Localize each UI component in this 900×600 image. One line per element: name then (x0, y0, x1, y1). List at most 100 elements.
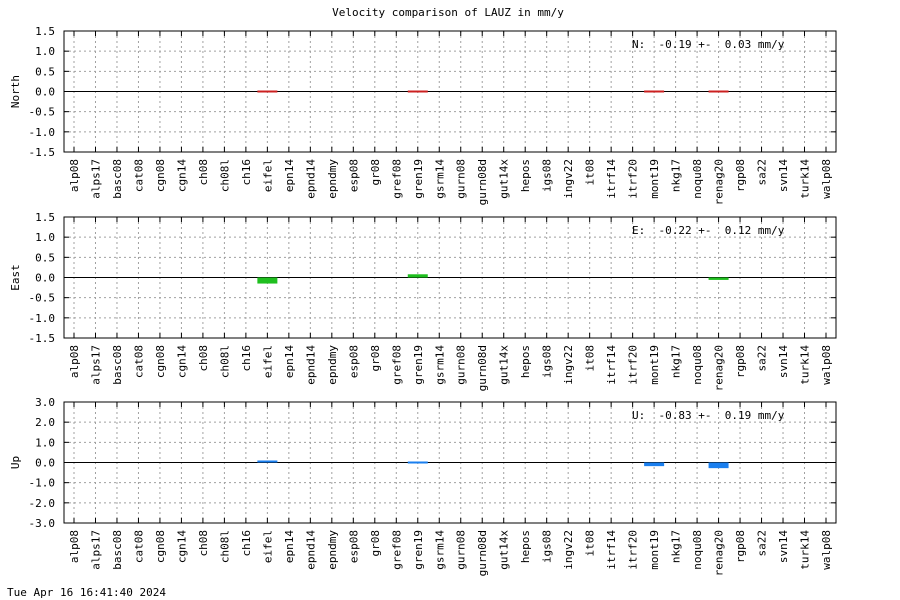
x-tick-label-walp08: walp08 (820, 345, 833, 385)
x-tick-label-gurn08: gurn08 (455, 159, 468, 199)
chart-title: Velocity comparison of LAUZ in mm/y (332, 6, 564, 19)
x-tick-label-renag20: renag20 (713, 159, 726, 205)
y-tick-label-east: -1.0 (29, 312, 56, 325)
x-tick-label-basc08: basc08 (111, 345, 124, 385)
bar-north-eifel (257, 90, 278, 93)
x-tick-label-cgn08: cgn08 (154, 159, 167, 192)
y-tick-label-north: 0.0 (35, 86, 55, 99)
stats-annotation-north: N: -0.19 +- 0.03 mm/y (632, 38, 785, 51)
x-tick-label-gren19: gren19 (412, 530, 425, 570)
x-tick-label-epnd14: epnd14 (304, 345, 317, 385)
x-tick-label-svn14: svn14 (777, 530, 790, 563)
x-tick-label-esp08: esp08 (347, 345, 360, 378)
x-tick-label-renag20: renag20 (713, 345, 726, 391)
x-tick-label-ch16: ch16 (240, 530, 253, 557)
y-tick-label-up: 2.0 (35, 416, 55, 429)
y-axis-label-north: North (9, 75, 22, 108)
x-tick-label-ch16: ch16 (240, 159, 253, 186)
x-tick-label-ch08: ch08 (197, 159, 210, 186)
x-tick-label-gut14x: gut14x (498, 159, 511, 199)
x-tick-label-itrf20: itrf20 (627, 159, 640, 199)
y-tick-label-up: 1.0 (35, 436, 55, 449)
y-tick-label-north: -0.5 (29, 106, 56, 119)
x-tick-label-sa22: sa22 (756, 159, 769, 186)
x-tick-label-noqu08: noqu08 (691, 159, 704, 199)
x-tick-label-svn14: svn14 (777, 345, 790, 378)
x-tick-label-epnd14: epnd14 (304, 530, 317, 570)
x-tick-label-gurn08: gurn08 (455, 530, 468, 570)
x-tick-label-igs08: igs08 (541, 345, 554, 378)
x-tick-label-epndmy: epndmy (326, 159, 339, 199)
x-tick-label-alps17: alps17 (89, 345, 102, 385)
x-tick-label-epn14: epn14 (283, 530, 296, 563)
x-tick-label-cgn08: cgn08 (154, 530, 167, 563)
x-tick-label-epndmy: epndmy (326, 530, 339, 570)
x-tick-label-noqu08: noqu08 (691, 345, 704, 385)
y-axis-label-up: Up (9, 456, 22, 469)
x-tick-label-eifel: eifel (261, 345, 274, 378)
x-tick-label-gren19: gren19 (412, 345, 425, 385)
stats-annotation-up: U: -0.83 +- 0.19 mm/y (632, 409, 785, 422)
y-tick-label-north: -1.0 (29, 126, 56, 139)
x-tick-label-rgp08: rgp08 (734, 345, 747, 378)
x-tick-label-alp08: alp08 (68, 159, 81, 192)
y-tick-label-north: -1.5 (29, 146, 56, 159)
y-tick-label-east: 1.0 (35, 231, 55, 244)
x-tick-label-gsrm14: gsrm14 (433, 159, 446, 199)
x-tick-label-ch08l: ch08l (218, 345, 231, 378)
x-tick-label-gsrm14: gsrm14 (433, 530, 446, 570)
x-tick-label-gut14x: gut14x (498, 345, 511, 385)
x-tick-label-itrf20: itrf20 (627, 530, 640, 570)
x-tick-label-esp08: esp08 (347, 530, 360, 563)
x-tick-label-hepos: hepos (519, 530, 532, 563)
x-tick-label-gut14x: gut14x (498, 530, 511, 570)
x-tick-label-ch08: ch08 (197, 530, 210, 557)
x-tick-label-eifel: eifel (261, 159, 274, 192)
y-tick-label-north: 1.0 (35, 45, 55, 58)
x-tick-label-mont19: mont19 (648, 159, 661, 199)
plot-frame-up (63, 401, 837, 524)
bar-up-gren19 (407, 461, 428, 464)
x-tick-label-basc08: basc08 (111, 159, 124, 199)
y-tick-label-north: 1.5 (35, 25, 55, 38)
bar-north-mont19 (644, 90, 665, 93)
x-tick-label-it08: it08 (584, 530, 597, 557)
x-tick-label-gren19: gren19 (412, 159, 425, 199)
x-tick-label-turk14: turk14 (799, 159, 812, 199)
x-tick-label-igs08: igs08 (541, 530, 554, 563)
x-tick-label-epnd14: epnd14 (304, 159, 317, 199)
x-tick-label-itrf14: itrf14 (605, 159, 618, 199)
x-tick-label-mont19: mont19 (648, 530, 661, 570)
x-tick-label-alp08: alp08 (68, 530, 81, 563)
bar-north-gren19 (407, 90, 428, 93)
stats-annotation-east: E: -0.22 +- 0.12 mm/y (632, 224, 785, 237)
y-tick-label-east: 1.5 (35, 211, 55, 224)
x-tick-label-cgn14: cgn14 (175, 345, 188, 378)
x-tick-label-turk14: turk14 (799, 345, 812, 385)
x-tick-label-gr08: gr08 (369, 345, 382, 372)
timestamp-footer: Tue Apr 16 16:41:40 2024 (7, 586, 166, 599)
x-tick-label-sa22: sa22 (756, 345, 769, 372)
x-tick-label-cat08: cat08 (132, 345, 145, 378)
x-tick-label-nkg17: nkg17 (670, 159, 683, 192)
x-tick-label-turk14: turk14 (799, 530, 812, 570)
x-tick-label-svn14: svn14 (777, 159, 790, 192)
y-tick-label-up: -2.0 (29, 497, 56, 510)
x-tick-label-eifel: eifel (261, 530, 274, 563)
x-tick-label-epn14: epn14 (283, 345, 296, 378)
x-tick-label-gurn08: gurn08 (455, 345, 468, 385)
y-axis-label-east: East (9, 264, 22, 291)
x-tick-label-ch08: ch08 (197, 345, 210, 372)
bar-up-mont19 (644, 462, 665, 467)
x-tick-label-cat08: cat08 (132, 159, 145, 192)
x-tick-label-walp08: walp08 (820, 159, 833, 199)
x-tick-label-alps17: alps17 (89, 530, 102, 570)
bar-east-gren19 (407, 274, 428, 278)
y-tick-label-east: 0.0 (35, 272, 55, 285)
x-tick-label-mont19: mont19 (648, 345, 661, 385)
x-tick-label-gref08: gref08 (390, 530, 403, 570)
x-tick-label-ingv22: ingv22 (562, 530, 575, 570)
y-tick-label-east: 0.5 (35, 251, 55, 264)
x-tick-label-ch08l: ch08l (218, 530, 231, 563)
